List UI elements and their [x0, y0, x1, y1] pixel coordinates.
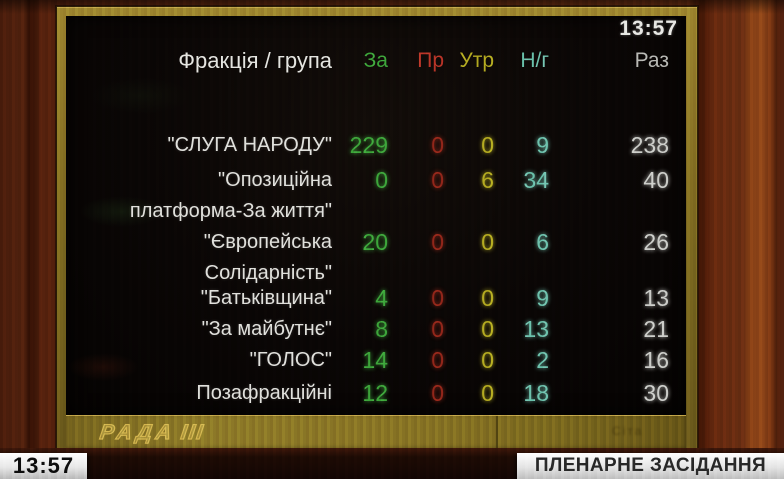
votes-notvoted: 2: [536, 347, 549, 373]
header-for: За: [363, 49, 388, 72]
votes-abstain: 0: [481, 132, 494, 158]
faction-rows: "СЛУГА НАРОДУ" 229 0 0 9 238 "Опозиційна…: [66, 130, 686, 409]
votes-for: 4: [375, 285, 388, 311]
board-clock: 13:57: [619, 17, 678, 40]
faction-name: Позафракційні: [196, 382, 332, 404]
faction-name: "Європейська Солідарність": [203, 231, 332, 284]
votes-total: 26: [643, 229, 669, 255]
votes-notvoted: 9: [536, 285, 549, 311]
votes-abstain: 0: [481, 285, 494, 311]
votes-abstain: 6: [481, 167, 494, 193]
votes-abstain: 0: [481, 229, 494, 255]
header-abstain: Утр: [459, 49, 494, 72]
votes-for: 229: [349, 132, 388, 158]
votes-against: 0: [431, 316, 444, 342]
votes-against: 0: [431, 380, 444, 406]
votes-for: 12: [362, 380, 388, 406]
bezel-seam: [496, 416, 498, 450]
faction-row: "Батьківщина" 4 0 0 9 13: [66, 283, 686, 314]
header-notvoted: Н/г: [520, 49, 549, 72]
votes-abstain: 0: [481, 347, 494, 373]
vote-table: Фракція / група За Пр Утр Н/г Раз "СЛУГА…: [66, 46, 686, 406]
faction-name: "Опозиційна платформа-За життя": [129, 169, 332, 222]
faction-name: "За майбутнє": [201, 318, 332, 340]
faction-name: "ГОЛОС": [249, 349, 332, 371]
rada-logo-bars: III: [179, 420, 207, 444]
faction-name: "Батьківщина": [200, 287, 332, 309]
votes-against: 0: [431, 132, 444, 158]
rada-logo-text: РАДА: [98, 420, 177, 444]
faction-row: "За майбутнє" 8 0 0 13 21: [66, 314, 686, 345]
broadcast-caption-overlay: ПЛЕНАРНЕ ЗАСІДАННЯ: [517, 453, 784, 479]
votes-against: 0: [431, 229, 444, 255]
faction-row: "ГОЛОС" 14 0 0 2 16: [66, 345, 686, 376]
votes-notvoted: 13: [523, 316, 549, 342]
faction-row: "Європейська Солідарність" 20 0 0 6 26: [66, 227, 686, 289]
votes-total: 40: [643, 167, 669, 193]
votes-total: 30: [643, 380, 669, 406]
board-bottom-bezel: РАДА III Сіта: [66, 415, 686, 450]
votes-notvoted: 9: [536, 132, 549, 158]
header-faction: Фракція / група: [178, 48, 332, 73]
broadcast-time-overlay: 13:57: [0, 453, 87, 479]
rada-voting-board: 13:57 Фракція / група За Пр Утр Н/г Раз …: [56, 6, 698, 454]
votes-total: 16: [643, 347, 669, 373]
votes-for: 14: [362, 347, 388, 373]
votes-total: 13: [643, 285, 669, 311]
illegible-marking: Сіта: [612, 424, 644, 438]
votes-notvoted: 34: [523, 167, 549, 193]
votes-for: 8: [375, 316, 388, 342]
faction-row: "СЛУГА НАРОДУ" 229 0 0 9 238: [66, 130, 686, 161]
header-total: Раз: [634, 49, 669, 72]
faction-name: "СЛУГА НАРОДУ": [167, 134, 332, 156]
votes-notvoted: 6: [536, 229, 549, 255]
votes-for: 20: [362, 229, 388, 255]
votes-total: 238: [630, 132, 669, 158]
votes-for: 0: [375, 167, 388, 193]
faction-row: Позафракційні 12 0 0 18 30: [66, 378, 686, 409]
votes-against: 0: [431, 285, 444, 311]
vote-table-header: Фракція / група За Пр Утр Н/г Раз: [66, 46, 686, 76]
votes-notvoted: 18: [523, 380, 549, 406]
faction-row: "Опозиційна платформа-За життя" 0 0 6 34 …: [66, 165, 686, 227]
votes-against: 0: [431, 167, 444, 193]
header-against: Пр: [417, 49, 444, 72]
votes-against: 0: [431, 347, 444, 373]
votes-abstain: 0: [481, 380, 494, 406]
votes-total: 21: [643, 316, 669, 342]
votes-abstain: 0: [481, 316, 494, 342]
rada-logo: РАДА III: [98, 420, 207, 445]
led-screen: 13:57 Фракція / група За Пр Утр Н/г Раз …: [66, 16, 686, 415]
